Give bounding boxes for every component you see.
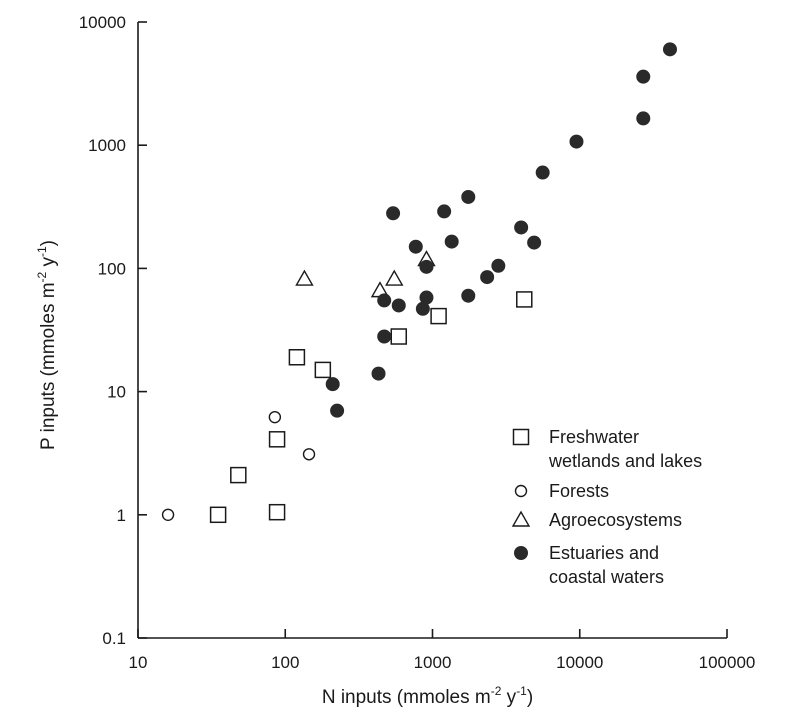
x-tick-label: 1000 [414, 653, 452, 672]
data-point [461, 189, 476, 204]
data-point [461, 288, 476, 303]
legend-label: Forests [549, 481, 609, 501]
data-point [390, 328, 408, 345]
legend: Freshwater wetlands and lakes Forests Agroe… [511, 427, 702, 587]
legend-label: coastal waters [549, 567, 664, 587]
y-ticks: 0.1 1 10 100 1000 10000 [79, 13, 147, 648]
data-point [268, 431, 286, 448]
y-tick-label: 100 [98, 259, 126, 278]
data-point [302, 448, 316, 461]
data-point [444, 234, 459, 249]
x-tick-label: 100 [271, 653, 299, 672]
legend-marker [514, 546, 528, 560]
legend-item: Agroecosystems [511, 510, 682, 530]
data-point [636, 111, 651, 126]
data-point [437, 204, 452, 219]
legend-item: Freshwater wetlands and lakes [512, 427, 702, 471]
legend-label: wetlands and lakes [548, 451, 702, 471]
data-point [636, 69, 651, 84]
data-point [330, 403, 345, 418]
legend-marker [511, 510, 531, 527]
data-point [385, 269, 404, 286]
data-point [514, 220, 529, 235]
data-point [295, 269, 314, 286]
legend-item: Estuaries and coastal waters [514, 543, 664, 587]
series-open-square [209, 291, 533, 524]
data-point [480, 270, 495, 285]
x-ticks: 10 100 1000 10000 100000 [129, 629, 756, 672]
data-point [161, 508, 175, 521]
data-point [386, 206, 401, 221]
data-point [430, 307, 447, 325]
x-tick-label: 100000 [699, 653, 756, 672]
data-point [377, 293, 392, 308]
data-point [569, 134, 584, 149]
y-tick-label: 1000 [88, 136, 126, 155]
data-point [314, 361, 332, 379]
data-point [419, 290, 434, 305]
legend-label: Freshwater [549, 427, 639, 447]
y-tick-label: 10 [107, 383, 126, 402]
data-point [230, 466, 247, 484]
series-open-triangle [295, 250, 436, 298]
legend-item: Forests [514, 481, 609, 501]
data-point [288, 349, 306, 366]
x-tick-label: 10000 [556, 653, 603, 672]
data-point [516, 291, 533, 308]
data-point [419, 259, 434, 274]
y-tick-label: 0.1 [102, 629, 126, 648]
data-point [377, 329, 392, 344]
legend-label: Agroecosystems [549, 510, 682, 530]
y-axis-label: P inputs (mmoles m-2 y-1) [35, 240, 59, 450]
data-point [391, 298, 406, 313]
x-tick-label: 10 [129, 653, 148, 672]
data-point [535, 165, 550, 180]
legend-label: Estuaries and [549, 543, 659, 563]
data-point [662, 42, 677, 57]
legend-marker [512, 428, 530, 446]
series-open-circle [161, 410, 316, 521]
y-tick-label: 1 [117, 506, 126, 525]
legend-marker [514, 484, 528, 498]
data-point [527, 235, 542, 250]
data-point [268, 503, 286, 521]
series-filled-circle [325, 42, 677, 418]
data-point [268, 410, 282, 424]
x-axis-label: N inputs (mmoles m-2 y-1) [322, 684, 533, 708]
y-tick-label: 10000 [79, 13, 126, 32]
data-point [491, 258, 506, 273]
data-point [325, 377, 340, 392]
data-point [371, 366, 386, 381]
data-points [161, 42, 677, 524]
data-point [408, 239, 423, 254]
data-point [209, 506, 227, 524]
